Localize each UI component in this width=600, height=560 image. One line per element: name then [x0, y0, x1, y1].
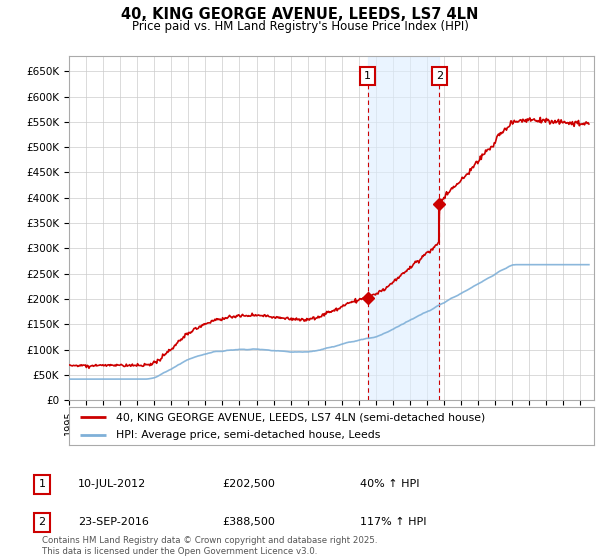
- Text: 1: 1: [38, 479, 46, 489]
- Text: Price paid vs. HM Land Registry's House Price Index (HPI): Price paid vs. HM Land Registry's House …: [131, 20, 469, 32]
- Text: 10-JUL-2012: 10-JUL-2012: [78, 479, 146, 489]
- Text: 40% ↑ HPI: 40% ↑ HPI: [360, 479, 419, 489]
- Text: 23-SEP-2016: 23-SEP-2016: [78, 517, 149, 528]
- Text: 40, KING GEORGE AVENUE, LEEDS, LS7 4LN (semi-detached house): 40, KING GEORGE AVENUE, LEEDS, LS7 4LN (…: [116, 412, 485, 422]
- Text: 2: 2: [436, 71, 443, 81]
- Text: HPI: Average price, semi-detached house, Leeds: HPI: Average price, semi-detached house,…: [116, 430, 380, 440]
- Text: £388,500: £388,500: [222, 517, 275, 528]
- Bar: [368, 56, 439, 400]
- Text: 2: 2: [38, 517, 46, 528]
- Text: 1: 1: [364, 71, 371, 81]
- Text: 40, KING GEORGE AVENUE, LEEDS, LS7 4LN: 40, KING GEORGE AVENUE, LEEDS, LS7 4LN: [121, 7, 479, 22]
- Text: 117% ↑ HPI: 117% ↑ HPI: [360, 517, 427, 528]
- Text: £202,500: £202,500: [222, 479, 275, 489]
- Text: Contains HM Land Registry data © Crown copyright and database right 2025.
This d: Contains HM Land Registry data © Crown c…: [42, 536, 377, 556]
